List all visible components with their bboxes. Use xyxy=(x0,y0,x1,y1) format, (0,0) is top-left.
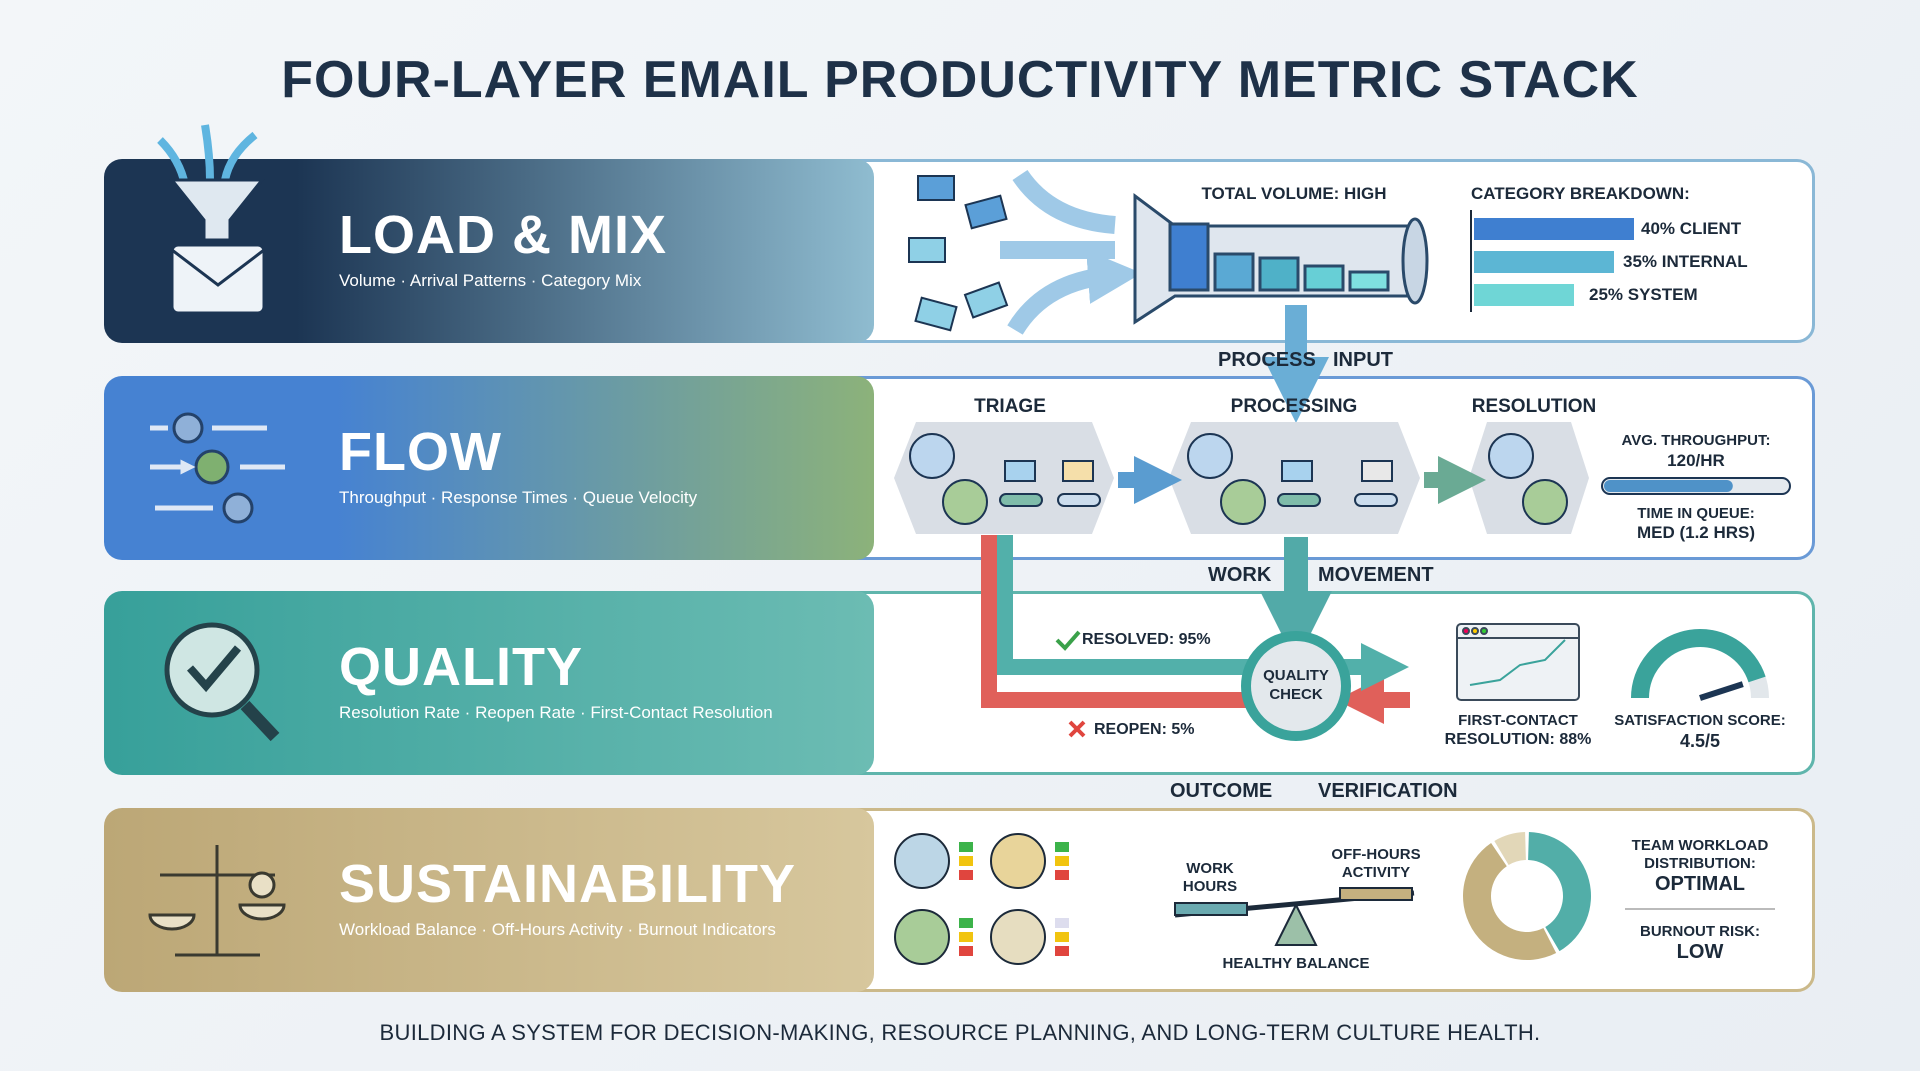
fcr-chart-icon xyxy=(1456,623,1580,701)
burnout-value: LOW xyxy=(1676,941,1724,963)
incoming-emails xyxy=(908,175,1009,332)
workload-donut xyxy=(1463,832,1591,960)
burnout-label: BURNOUT RISK: xyxy=(1640,923,1760,940)
x-icon xyxy=(1068,720,1086,738)
connector-label: MOVEMENT xyxy=(1318,564,1434,586)
category-breakdown-title: CATEGORY BREAKDOWN: xyxy=(1471,184,1690,203)
quality-check-label: QUALITY xyxy=(1263,667,1329,684)
seesaw xyxy=(1174,887,1415,946)
stage-label: TRIAGE xyxy=(974,396,1046,417)
connector-label: PROCESS xyxy=(1218,349,1316,371)
queue-label: TIME IN QUEUE: xyxy=(1637,505,1755,522)
check-icon xyxy=(1055,630,1081,651)
page-title: FOUR-LAYER EMAIL PRODUCTIVITY METRIC STA… xyxy=(281,51,1639,109)
layer-flow: FLOW Throughput · Response Times · Queue… xyxy=(104,376,874,560)
connector-label: VERIFICATION xyxy=(1318,780,1458,802)
layer-title: SUSTAINABILITY xyxy=(339,854,796,914)
reopen-path xyxy=(981,535,1295,708)
layer-sustainability: SUSTAINABILITY Workload Balance · Off-Ho… xyxy=(104,808,874,992)
category-bar xyxy=(1474,251,1614,273)
throughput-progress-fill xyxy=(1604,480,1733,492)
footer-tagline: BUILDING A SYSTEM FOR DECISION-MAKING, R… xyxy=(379,1020,1541,1045)
layer-title: LOAD & MIX xyxy=(339,205,667,265)
off-hours-label: OFF-HOURS xyxy=(1331,846,1421,863)
workload-label: DISTRIBUTION: xyxy=(1644,855,1756,872)
donut-segment xyxy=(1463,843,1557,960)
connector-label: INPUT xyxy=(1333,349,1393,371)
fcr-label: FIRST-CONTACT xyxy=(1458,712,1578,729)
funnel-envelope-icon xyxy=(157,124,266,315)
balance-scale-icon xyxy=(148,845,286,957)
workload-label: TEAM WORKLOAD xyxy=(1631,837,1769,854)
category-bar xyxy=(1474,218,1634,240)
layer-title: FLOW xyxy=(339,422,502,482)
work-hours-label: HOURS xyxy=(1182,878,1238,895)
satisfaction-gauge xyxy=(1631,629,1769,701)
layer-subtitle: Resolution Rate · Reopen Rate · First-Co… xyxy=(339,703,773,722)
work-hours-label: WORK xyxy=(1186,860,1234,877)
connector-label: WORK xyxy=(1208,564,1272,586)
layer-quality: QUALITY Resolution Rate · Reopen Rate · … xyxy=(104,591,874,775)
status-lights xyxy=(959,842,1069,956)
total-volume-label: TOTAL VOLUME: HIGH xyxy=(1201,184,1387,203)
gauge-needle xyxy=(1699,681,1744,701)
quality-check-label: CHECK xyxy=(1269,686,1323,703)
off-hours-label: ACTIVITY xyxy=(1341,864,1411,881)
category-bars xyxy=(1474,218,1634,306)
layer-subtitle: Workload Balance · Off-Hours Activity · … xyxy=(339,920,776,939)
category-label: 40% CLIENT xyxy=(1641,219,1742,238)
queue-value: MED (1.2 HRS) xyxy=(1636,523,1756,542)
inflow-arrows xyxy=(1000,169,1115,335)
healthy-balance-label: HEALTHY BALANCE xyxy=(1222,955,1370,972)
reopen-rate: REOPEN: 5% xyxy=(1094,721,1195,738)
throughput-label: AVG. THROUGHPUT: xyxy=(1621,432,1771,449)
workload-value: OPTIMAL xyxy=(1655,873,1745,895)
satisfaction-value: 4.5/5 xyxy=(1679,731,1721,751)
magnifier-check-icon xyxy=(164,622,280,742)
donut-segment xyxy=(1528,832,1591,952)
quality-check-circle xyxy=(1241,631,1351,741)
connector-label: OUTCOME xyxy=(1170,780,1273,802)
stage-label: PROCESSING xyxy=(1230,396,1358,417)
resolved-rate: RESOLVED: 95% xyxy=(1082,631,1211,648)
gears-arrows-icon xyxy=(150,412,285,524)
category-label: 25% SYSTEM xyxy=(1589,285,1698,304)
layer-subtitle: Throughput · Response Times · Queue Velo… xyxy=(339,488,698,507)
category-bar xyxy=(1474,284,1574,306)
team-avatars xyxy=(894,833,1046,965)
fcr-value: RESOLUTION: 88% xyxy=(1444,731,1592,748)
satisfaction-label: SATISFACTION SCORE: xyxy=(1614,712,1786,729)
category-label: 35% INTERNAL xyxy=(1623,252,1748,271)
layer-title: QUALITY xyxy=(339,637,583,697)
volume-tube xyxy=(1133,193,1429,325)
stage-label: RESOLUTION xyxy=(1471,396,1597,417)
throughput-value: 120/HR xyxy=(1667,451,1725,470)
layer-subtitle: Volume · Arrival Patterns · Category Mix xyxy=(339,271,642,290)
donut-segment xyxy=(1494,832,1526,866)
